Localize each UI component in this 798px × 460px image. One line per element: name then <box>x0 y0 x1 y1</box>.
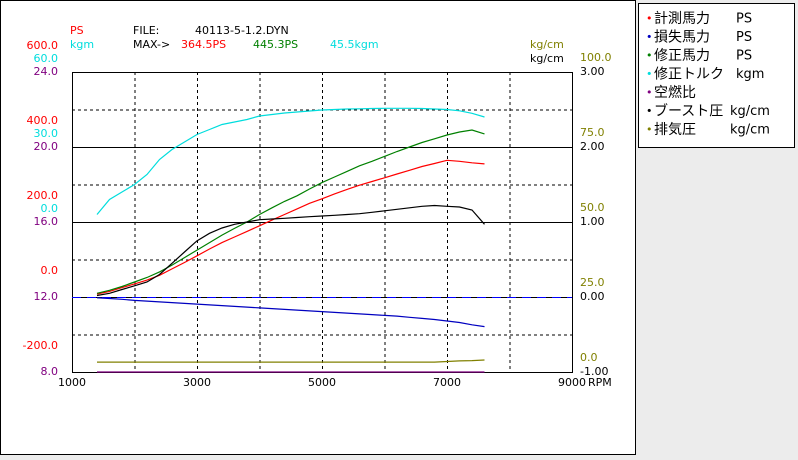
series-line <box>96 129 485 294</box>
axis-unit: kgm <box>70 38 94 51</box>
series-line <box>97 359 485 363</box>
y-tick-label: 16.0 <box>34 215 59 228</box>
y-tick-label: 2.00 <box>580 140 605 153</box>
axis-unit: PS <box>70 24 84 37</box>
axis-unit: kg/cm <box>530 38 564 51</box>
y-tick-label: 12.0 <box>34 290 59 303</box>
y-tick-label: 200.0 <box>27 189 59 202</box>
max-value: 364.5PS <box>181 38 226 51</box>
legend-name: 計測馬力 <box>654 11 710 27</box>
y-tick-label: 20.0 <box>34 140 59 153</box>
legend-panel <box>638 3 795 148</box>
y-tick-label: 3.00 <box>580 65 605 78</box>
y-tick-label: 0.00 <box>580 290 605 303</box>
y-tick-label: 75.0 <box>580 126 605 139</box>
series-line <box>96 297 485 328</box>
y-tick-label: 50.0 <box>580 201 605 214</box>
y-tick-label: 30.0 <box>34 127 59 140</box>
legend-bullet: • <box>646 12 653 25</box>
legend-bullet: • <box>646 86 653 99</box>
y-tick-label: 400.0 <box>27 114 59 127</box>
x-tick-label: 1000 <box>58 376 86 389</box>
max-value: 45.5kgm <box>330 38 379 51</box>
legend-bullet: • <box>646 68 653 81</box>
legend-bullet: • <box>646 49 653 62</box>
y-tick-label: 0.0 <box>41 202 59 215</box>
legend-name: ブースト圧 <box>654 103 723 120</box>
legend-name: 損失馬力 <box>654 30 710 46</box>
y-tick-label: 1.00 <box>580 215 605 228</box>
legend-name: 排気圧 <box>654 122 696 138</box>
series-line <box>96 204 485 297</box>
y-tick-label: 0.0 <box>580 351 598 364</box>
y-tick-label: 100.0 <box>580 51 612 64</box>
x-tick-label: 9000 <box>558 376 586 389</box>
y-tick-label: 8.0 <box>41 365 59 378</box>
y-tick-label: 600.0 <box>27 39 59 52</box>
legend-bullet: • <box>646 31 653 44</box>
file-label: FILE: <box>133 24 159 37</box>
y-tick-label: 24.0 <box>34 65 59 78</box>
x-tick-label: 5000 <box>308 376 336 389</box>
legend-unit: kg/cm <box>730 104 770 119</box>
legend-name: 空燃比 <box>654 84 696 101</box>
y-tick-label: 60.0 <box>34 52 59 65</box>
legend-unit: PS <box>736 49 752 64</box>
legend-name: 修正馬力 <box>654 48 710 64</box>
legend-unit: kgm <box>736 67 764 82</box>
series-line <box>96 107 485 215</box>
chart-panel <box>0 0 636 455</box>
legend-unit: PS <box>736 30 752 45</box>
legend-bullet: • <box>646 105 653 118</box>
legend-unit: PS <box>736 12 752 27</box>
max-label: MAX-> <box>133 38 170 51</box>
y-tick-label: 0.0 <box>41 264 59 277</box>
legend-name: 修正トルク <box>654 67 724 83</box>
max-value: 445.3PS <box>253 38 298 51</box>
y-tick-label: 25.0 <box>580 276 605 289</box>
x-tick-label: 3000 <box>183 376 211 389</box>
y-tick-label: -1.00 <box>580 365 608 378</box>
file-name: 40113-5-1.2.DYN <box>195 24 289 37</box>
x-tick-label: 7000 <box>433 376 461 389</box>
legend-unit: kg/cm <box>730 123 770 138</box>
series-line <box>96 159 485 295</box>
legend-bullet: • <box>646 123 653 136</box>
y-tick-label: -200.0 <box>23 339 58 352</box>
x-axis-title: RPM <box>588 376 612 389</box>
axis-unit: kg/cm <box>530 52 564 65</box>
